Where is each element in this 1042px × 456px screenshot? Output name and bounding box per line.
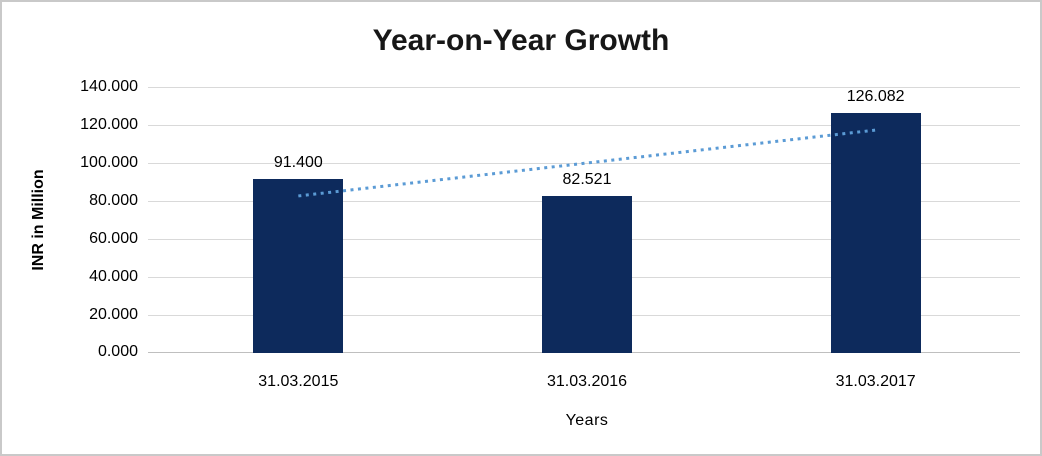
bar-data-label: 91.400 — [273, 154, 323, 172]
y-tick-label: 80.000 — [89, 192, 138, 209]
x-tick-label: 31.03.2015 — [258, 373, 339, 390]
y-tick-label: 40.000 — [89, 268, 138, 285]
plot-area: 91.400 82.521 126.082 — [148, 87, 1020, 353]
y-tick-label: 20.000 — [89, 306, 138, 323]
x-tick-label: 31.03.2017 — [835, 373, 916, 390]
x-axis-title: Years — [565, 412, 609, 429]
y-tick-label: 100.000 — [80, 154, 138, 171]
bar-31.03.2017 — [830, 113, 921, 353]
chart-title: Year-on-Year Growth — [372, 24, 670, 57]
bar-data-label: 126.082 — [846, 88, 905, 106]
bar-data-label: 82.521 — [562, 171, 612, 189]
x-axis-tick-labels: 31.03.2015 31.03.2016 31.03.2017 — [154, 372, 1020, 392]
y-tick-label: 140.000 — [80, 78, 138, 95]
y-axis-title: INR in Million — [30, 169, 47, 271]
bar-31.03.2015 — [253, 179, 344, 353]
bar-31.03.2016 — [542, 196, 632, 353]
gridline — [148, 87, 1020, 88]
gridline — [148, 125, 1020, 126]
y-tick-label: 120.000 — [80, 116, 138, 133]
y-tick-label: 0.000 — [97, 343, 138, 360]
x-tick-label: 31.03.2016 — [546, 373, 628, 390]
linear-trendline — [298, 128, 876, 198]
y-axis-tick-labels: 140.000 120.000 100.000 80.000 60.000 40.000 2… — [60, 2, 138, 454]
trendline-layer — [298, 128, 876, 198]
y-tick-label: 60.000 — [89, 230, 138, 247]
